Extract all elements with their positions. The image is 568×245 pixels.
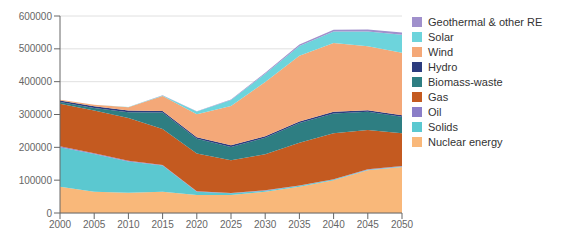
svg-text:300000: 300000	[19, 109, 53, 120]
svg-text:2015: 2015	[151, 219, 174, 230]
html-text:Solar: Solar	[428, 31, 454, 43]
html-text:Wind: Wind	[428, 46, 454, 58]
html-text:Geothermal & other RE: Geothermal & other RE	[428, 16, 543, 28]
svg-text:2040: 2040	[322, 219, 345, 230]
html-text:Solids: Solids	[428, 121, 458, 133]
svg-text:100000: 100000	[19, 175, 53, 186]
svg-text:2035: 2035	[288, 219, 311, 230]
svg-text:2025: 2025	[220, 219, 243, 230]
html-text:Nuclear energy: Nuclear energy	[428, 136, 503, 148]
svg-text:400000: 400000	[19, 76, 53, 87]
html-text:Hydro: Hydro	[428, 61, 458, 73]
svg-text:2005: 2005	[83, 219, 106, 230]
svg-text:2045: 2045	[357, 219, 380, 230]
svg-text:600000: 600000	[19, 11, 53, 22]
svg-text:0: 0	[46, 208, 52, 219]
svg-text:2050: 2050	[391, 219, 414, 230]
svg-text:200000: 200000	[19, 142, 53, 153]
html-text:Gas: Gas	[428, 91, 449, 103]
svg-text:2000: 2000	[49, 219, 72, 230]
html-text:Oil: Oil	[428, 106, 442, 118]
svg-text:500000: 500000	[19, 43, 53, 54]
svg-text:2020: 2020	[186, 219, 209, 230]
svg-text:2030: 2030	[254, 219, 277, 230]
svg-text:2010: 2010	[117, 219, 140, 230]
html-text:Biomass-waste: Biomass-waste	[428, 76, 503, 88]
